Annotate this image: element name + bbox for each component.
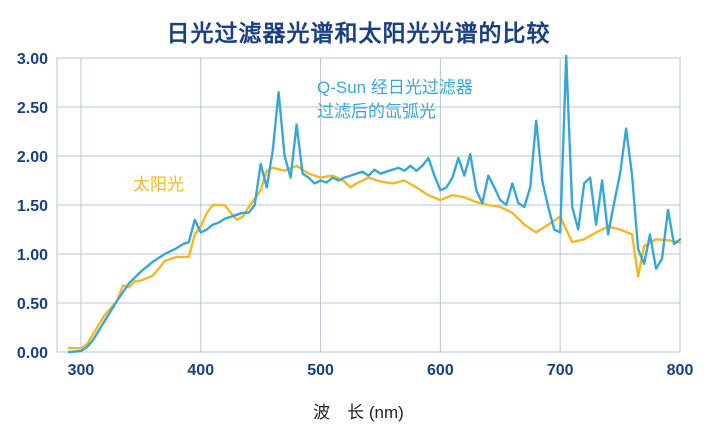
y-tick-label: 2.50 — [17, 100, 48, 117]
y-tick-label: 1.50 — [17, 198, 48, 215]
axis-layer: 0.00 0.50 1.00 1.50 2.00 2.50 3.00 300 400 500 600… — [17, 51, 694, 379]
x-tick-label: 300 — [68, 362, 95, 379]
x-tick-label: 600 — [427, 362, 454, 379]
series-line-qsun — [67, 54, 682, 354]
grid-layer — [56, 57, 681, 353]
x-tick-label: 700 — [547, 362, 574, 379]
y-tick-label: 0.00 — [17, 345, 48, 362]
y-tick-label: 0.50 — [17, 296, 48, 313]
chart-title: 日光过滤器光谱和太阳光光谱的比较 — [166, 20, 551, 46]
series-layer — [67, 54, 682, 354]
annotation-qsun-line2: 过滤后的氙弧光 — [317, 102, 436, 121]
x-tick-label: 800 — [667, 362, 694, 379]
y-tick-label: 2.00 — [17, 149, 48, 166]
x-tick-label: 500 — [307, 362, 334, 379]
x-tick-label: 400 — [187, 362, 214, 379]
x-axis-label: 波 长 (nm) — [313, 403, 404, 422]
y-tick-label: 3.00 — [17, 51, 48, 68]
y-tick-label: 1.00 — [17, 247, 48, 264]
series-line-sunlight — [67, 164, 682, 350]
annotation-sunlight: 太阳光 — [133, 175, 184, 194]
annotation-qsun-line1: Q-Sun 经日光过滤器 — [317, 78, 473, 97]
